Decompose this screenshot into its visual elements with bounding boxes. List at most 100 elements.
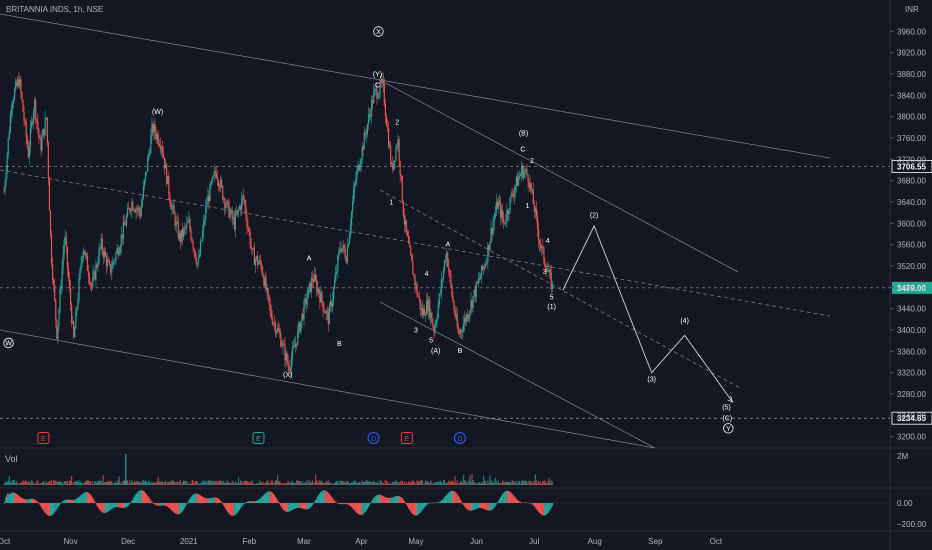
candle-body [259, 259, 261, 263]
volume-bar [245, 480, 247, 485]
candle-body [414, 275, 416, 286]
volume-bar [299, 480, 301, 485]
volume-bar [215, 480, 217, 485]
volume-bar [165, 480, 167, 485]
oscillator-bar [548, 503, 550, 512]
y-tick-label: 3520.00 [897, 262, 926, 271]
oscillator-bar [196, 493, 198, 503]
candle-body [411, 254, 413, 262]
oscillator-bar [504, 491, 506, 503]
candle-body [90, 283, 92, 285]
candle-body [377, 97, 379, 99]
volume-bar [249, 482, 251, 485]
candle-body [27, 146, 29, 158]
oscillator-bar [116, 503, 118, 508]
candle-body [489, 241, 491, 250]
candle-body [547, 270, 549, 272]
volume-bar [419, 480, 421, 485]
candle-body [243, 195, 245, 200]
wave-label: A [445, 241, 450, 248]
candle-body [217, 180, 220, 186]
oscillator-bar [149, 498, 151, 503]
price-axis[interactable]: 3200.003240.003280.003320.003360.003400.… [890, 27, 926, 442]
candle-body [302, 313, 304, 320]
volume-bar [529, 480, 531, 485]
oscillator-bar [449, 491, 451, 503]
oscillator-bar [199, 495, 202, 503]
candle-body [264, 277, 266, 286]
oscillator-bar [115, 503, 117, 508]
candle-body [115, 252, 117, 260]
y-tick-label: 3880.00 [897, 70, 926, 79]
volume-bar [88, 481, 91, 485]
candle-body [313, 274, 316, 282]
volume-bar [397, 483, 399, 485]
volume-bar [213, 480, 215, 485]
volume-bar [507, 481, 509, 485]
volume-bar [196, 480, 198, 485]
volume-bar [176, 481, 178, 485]
time-axis[interactable]: Oct Nov Dec 2021 Feb Mar Apr May Jun Jul Aug Sep Oct [0, 537, 723, 546]
candle-body [258, 262, 260, 265]
candle-body [236, 209, 239, 215]
oscillator-bar [510, 492, 512, 503]
candle-body [359, 165, 361, 171]
candle-body [198, 254, 201, 258]
oscillator-bar [13, 492, 16, 503]
candle-body [229, 212, 231, 218]
oscillator-bar [362, 503, 364, 515]
volume-bar [189, 483, 191, 485]
oscillator-bar [21, 498, 23, 503]
volume-bar [73, 481, 75, 485]
oscillator-bar [206, 498, 208, 503]
candle-body [485, 263, 487, 267]
candle-body [423, 308, 426, 316]
candle-body [216, 177, 219, 181]
volume-bar [372, 481, 374, 485]
oscillator-bar [446, 494, 448, 503]
candle-body [200, 240, 203, 242]
volume-bar [511, 480, 513, 485]
candle-body [339, 248, 341, 251]
candle-body [250, 245, 252, 249]
oscillator-bar [467, 503, 469, 510]
oscillator-bar [216, 497, 219, 503]
volume-bar [188, 482, 190, 485]
volume-bar [172, 480, 174, 485]
wave-label: C [375, 82, 380, 89]
volume-bar [368, 480, 371, 485]
oscillator-bar [162, 503, 165, 506]
volume-bar [35, 483, 37, 485]
candle-body [45, 117, 47, 119]
event-marker-label: D [457, 436, 462, 443]
volume-bar [433, 483, 435, 485]
volume-bar [258, 483, 260, 485]
oscillator-bar [369, 503, 372, 504]
candle-body [246, 216, 248, 227]
volume-bar [186, 480, 188, 485]
volume-bar [337, 480, 339, 485]
oscillator-bar [275, 498, 278, 503]
candle-body [421, 307, 423, 316]
y-tick-label: 3560.00 [897, 241, 926, 250]
volume-bar [225, 482, 227, 485]
price-level-tag [891, 160, 932, 173]
candle-body [136, 208, 138, 210]
candle-body [397, 139, 399, 147]
candle-body [439, 292, 441, 295]
volume-bar [325, 480, 327, 485]
candle-body [9, 114, 11, 133]
volume-bar [25, 480, 27, 485]
candle-body [226, 200, 228, 206]
volume-bar [3, 483, 5, 485]
volume-bar [79, 482, 81, 485]
volume-bar [40, 482, 42, 485]
volume-bar [322, 482, 324, 485]
candle-body [416, 284, 418, 296]
candle-body [358, 164, 360, 171]
oscillator-bar [36, 500, 38, 503]
volume-bar [146, 481, 148, 485]
candle-body [291, 347, 294, 359]
